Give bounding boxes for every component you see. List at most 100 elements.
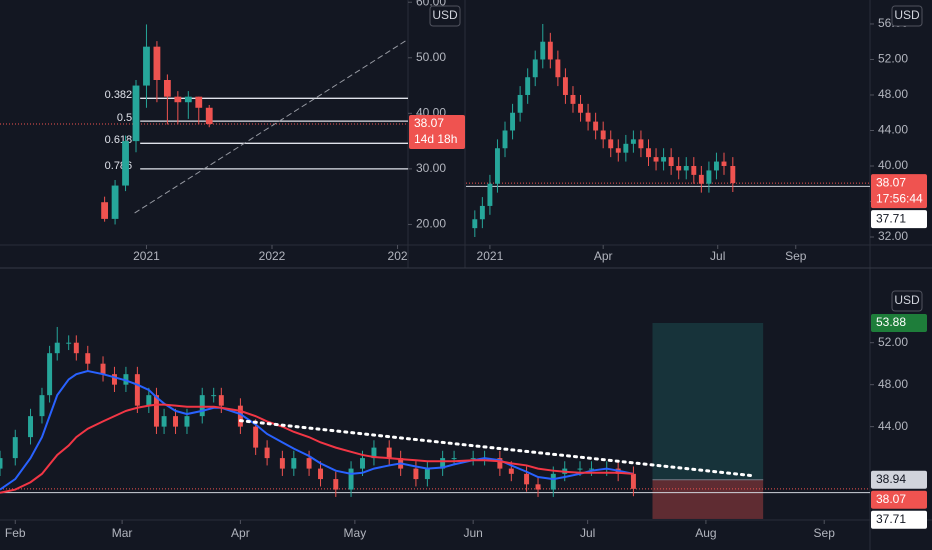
x-tick-label: 2021 bbox=[477, 249, 504, 263]
candle-body bbox=[593, 121, 599, 131]
candle-body bbox=[653, 157, 659, 162]
candle-body bbox=[683, 165, 689, 171]
candle-body bbox=[253, 426, 259, 448]
candle-body bbox=[218, 395, 224, 406]
y-tick-label: 48.00 bbox=[878, 87, 908, 101]
candle-body bbox=[646, 148, 651, 158]
candle-body bbox=[12, 437, 18, 459]
candle-body bbox=[623, 143, 629, 153]
x-tick-label: 202 bbox=[388, 249, 408, 263]
plot-area bbox=[0, 322, 870, 519]
fib-label: 0.5 bbox=[117, 112, 132, 124]
x-tick-label: Sep bbox=[785, 249, 807, 263]
candle-body bbox=[510, 112, 516, 131]
candle-body bbox=[111, 185, 119, 219]
candle-body bbox=[424, 468, 430, 480]
candle-body bbox=[698, 174, 704, 184]
plot-area bbox=[466, 23, 870, 238]
candle-body bbox=[535, 484, 541, 490]
x-tick-label: Jun bbox=[463, 526, 482, 540]
candle-body bbox=[386, 447, 392, 459]
price-label: 38.07 bbox=[876, 492, 906, 506]
y-tick-label: 20.00 bbox=[416, 217, 446, 231]
unit-label: USD bbox=[894, 293, 920, 307]
fib-label: 0.382 bbox=[105, 89, 133, 101]
candle-body bbox=[630, 139, 636, 144]
candle-body bbox=[502, 130, 508, 149]
unit-box bbox=[891, 290, 923, 312]
y-tick-label: 52.00 bbox=[878, 335, 908, 349]
candle-body bbox=[184, 96, 192, 103]
candle-body bbox=[440, 458, 446, 469]
candle-body bbox=[661, 157, 667, 162]
trendline bbox=[238, 419, 754, 478]
price-label: 37.71 bbox=[876, 211, 906, 225]
countdown-label: 14d 18h bbox=[414, 132, 457, 146]
x-tick-label: Mar bbox=[112, 526, 133, 540]
price-badge bbox=[409, 115, 465, 150]
candle-body bbox=[153, 46, 161, 80]
candle-body bbox=[495, 148, 500, 184]
candle-body bbox=[691, 165, 697, 175]
candle-body bbox=[237, 405, 243, 427]
price-badge bbox=[871, 470, 927, 489]
candle-body bbox=[508, 468, 514, 474]
candle-body bbox=[721, 161, 727, 166]
price-label: 38.07 bbox=[876, 175, 906, 189]
price-label: 38.07 bbox=[414, 116, 444, 130]
y-tick-label: 50.00 bbox=[416, 50, 446, 64]
countdown-label: 17:56:44 bbox=[876, 191, 923, 205]
candle-body bbox=[525, 77, 531, 95]
candle-body bbox=[123, 374, 129, 385]
y-tick-label: 52.00 bbox=[878, 52, 908, 66]
unit-box bbox=[891, 5, 923, 27]
candle-body bbox=[134, 374, 140, 406]
candle-body bbox=[600, 130, 606, 140]
y-tick-label: 48.00 bbox=[878, 377, 908, 391]
candle-body bbox=[570, 94, 576, 104]
candle-body bbox=[28, 416, 34, 438]
x-tick-label: May bbox=[344, 526, 367, 540]
candle-body bbox=[360, 458, 365, 469]
candle-body bbox=[73, 342, 79, 354]
candle-body bbox=[550, 473, 556, 490]
x-tick-label: Sep bbox=[814, 526, 836, 540]
x-tick-label: Aug bbox=[695, 526, 716, 540]
candle-body bbox=[577, 468, 583, 470]
profit-zone bbox=[652, 322, 764, 480]
candle-body bbox=[205, 107, 213, 125]
unit-label: USD bbox=[894, 8, 920, 22]
x-tick-label: Apr bbox=[231, 526, 250, 540]
candle-body bbox=[451, 458, 457, 460]
candle-body bbox=[47, 353, 53, 396]
candle-body bbox=[578, 103, 583, 113]
candle-body bbox=[173, 416, 179, 427]
candle-body bbox=[111, 374, 117, 385]
candle-body bbox=[562, 77, 568, 95]
price-badge bbox=[871, 490, 927, 509]
candle-body bbox=[497, 458, 503, 469]
candle-body bbox=[706, 170, 712, 184]
candle-body bbox=[472, 219, 478, 229]
candle-body bbox=[318, 468, 324, 480]
candle-body bbox=[264, 447, 270, 459]
unit-box bbox=[429, 5, 461, 27]
candle-body bbox=[54, 342, 60, 354]
candle-body bbox=[479, 205, 485, 220]
candle-body bbox=[211, 395, 217, 397]
price-label: 37.71 bbox=[876, 512, 906, 526]
x-tick-label: Apr bbox=[594, 249, 613, 263]
candle-body bbox=[413, 468, 419, 480]
price-label: 38.94 bbox=[876, 472, 906, 486]
price-label: 53.88 bbox=[876, 315, 906, 329]
candle-body bbox=[195, 96, 203, 108]
candle-body bbox=[730, 165, 736, 184]
candle-body bbox=[348, 468, 354, 490]
price-badge bbox=[871, 210, 927, 229]
x-tick-label: Jul bbox=[710, 249, 725, 263]
candle-body bbox=[39, 395, 45, 417]
candle-body bbox=[163, 80, 171, 97]
x-tick-label: 2021 bbox=[133, 249, 160, 263]
